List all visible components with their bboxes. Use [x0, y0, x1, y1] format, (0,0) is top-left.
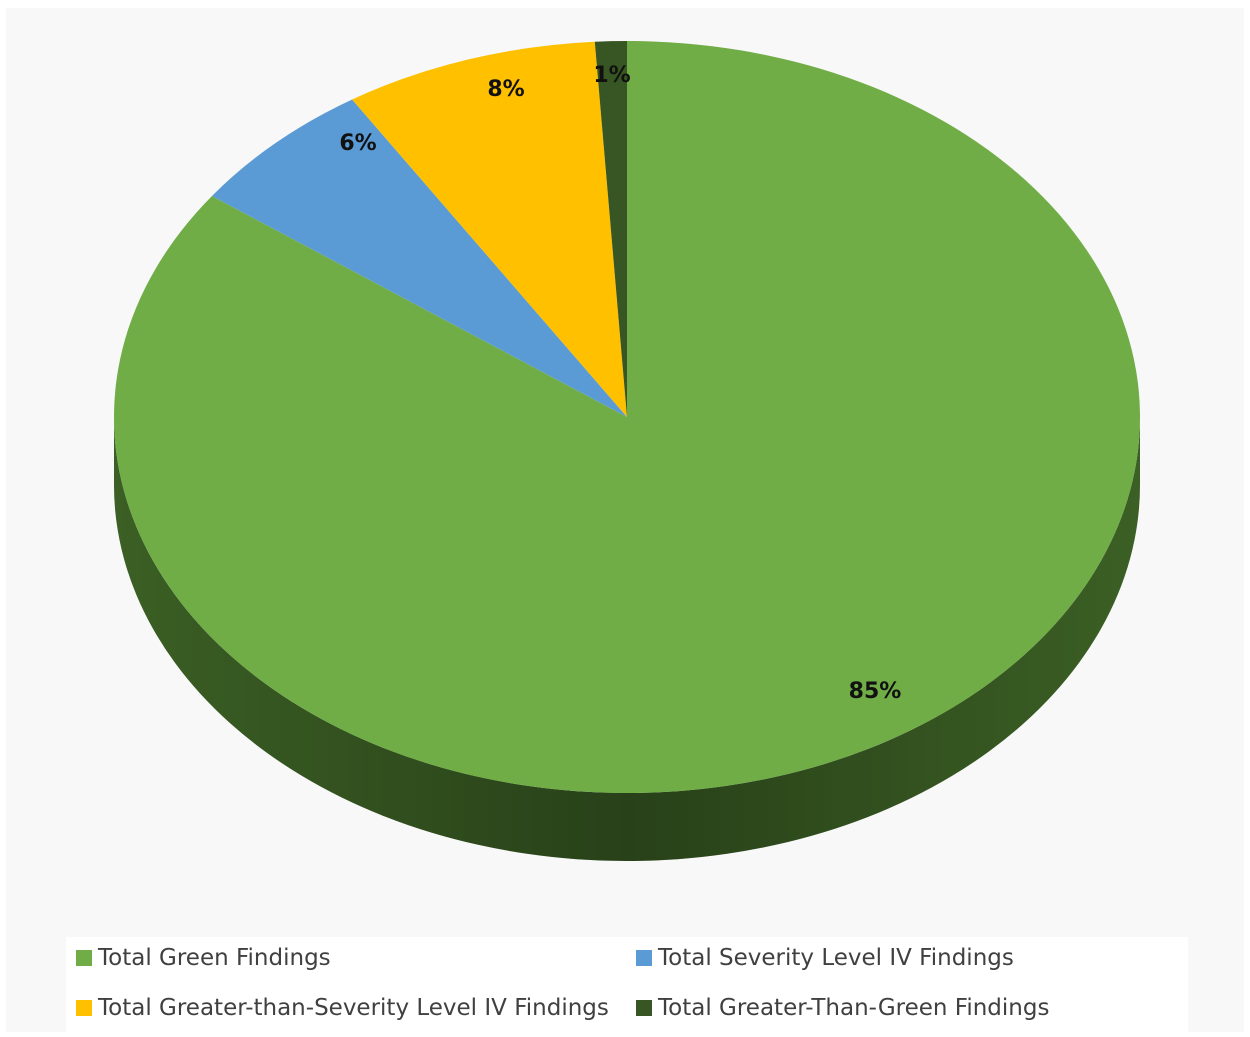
pie-slice-severity-level-iv-findings [211, 99, 627, 417]
data-label-greater-than-severity-findings: 8% [487, 77, 524, 102]
pie-slice-greater-than-severity-findings [352, 41, 627, 418]
legend-swatch-severity-level-iv-findings [636, 950, 652, 966]
legend-swatch-greater-than-severity-findings [76, 1000, 92, 1016]
legend-label-greater-than-green-findings: Total Greater-Than-Green Findings [658, 995, 1050, 1021]
legend-item-green-findings: Total Green Findings [76, 945, 331, 971]
legend-label-severity-level-iv-findings: Total Severity Level IV Findings [658, 945, 1014, 971]
legend-item-greater-than-severity-findings: Total Greater-than-Severity Level IV Fin… [76, 995, 609, 1021]
legend-swatch-greater-than-green-findings [636, 1000, 652, 1016]
legend-swatch-green-findings [76, 950, 92, 966]
legend-label-green-findings: Total Green Findings [98, 945, 331, 971]
data-label-greater-than-green-findings: 1% [593, 63, 630, 88]
pie-depth [114, 417, 1140, 861]
pie-chart: 85% 6% 8% 1% [114, 41, 1141, 861]
data-label-green-findings: 85% [849, 679, 902, 704]
pie-side-shade-green-findings [114, 417, 1140, 861]
legend-label-greater-than-severity-findings: Total Greater-than-Severity Level IV Fin… [98, 995, 609, 1021]
data-label-severity-level-iv-findings: 6% [339, 131, 376, 156]
legend-item-severity-level-iv-findings: Total Severity Level IV Findings [636, 945, 1014, 971]
pie-slice-greater-than-green-findings [594, 41, 627, 417]
legend: Total Green Findings Total Severity Leve… [66, 937, 1188, 1033]
legend-item-greater-than-green-findings: Total Greater-Than-Green Findings [636, 995, 1049, 1021]
